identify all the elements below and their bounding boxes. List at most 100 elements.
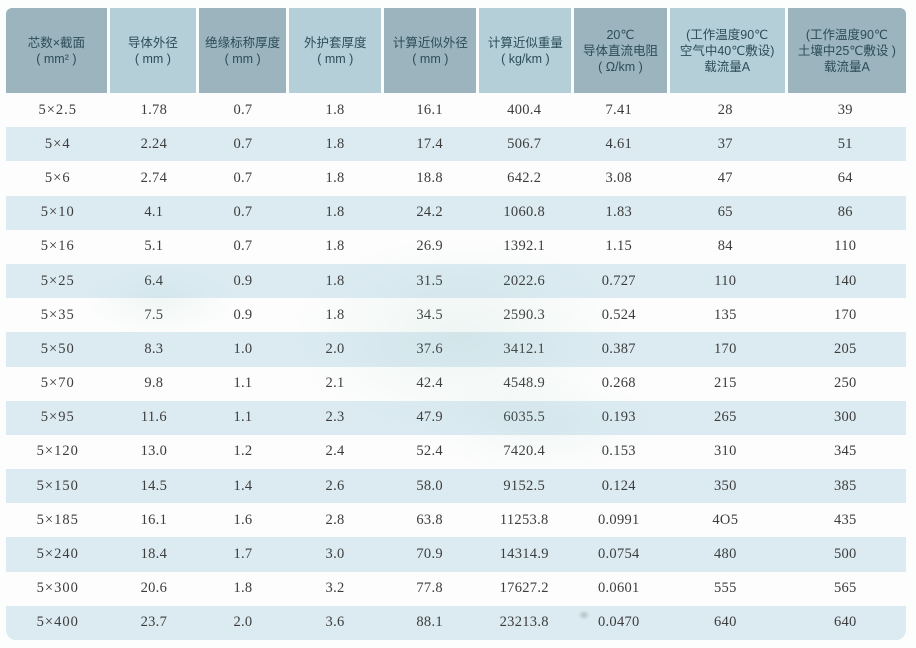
header-line: ( mm )	[134, 51, 171, 66]
cell-approx-weight: 11253.8	[499, 511, 549, 528]
cell-cores-section: 5×120	[36, 443, 79, 460]
cell-ampacity-air: 170	[713, 340, 737, 357]
cell-cores-section: 5×16	[40, 238, 75, 255]
cell-cores-section: 5×6	[44, 169, 71, 186]
table-row: 5×35 7.5 0.9 1.8 34.5 2590.3 0.524 135 170	[6, 298, 906, 333]
cell-ampacity-air: 480	[713, 546, 737, 563]
table-row: 5×2.5 1.78 0.7 1.8 16.1 400.4 7.41 28 39	[6, 93, 906, 128]
table-row: 5×70 9.8 1.1 2.1 42.4 4548.9 0.268 215 250	[6, 366, 906, 401]
cell-sheath-thickness: 1.8	[325, 272, 345, 289]
header-line: 土壤中25℃敷设 )	[797, 43, 896, 58]
col-header-approx-weight: 计算近似重量 ( kg/km )	[479, 8, 575, 93]
cell-insulation-thickness: 1.2	[233, 443, 253, 460]
cell-insulation-thickness: 1.7	[233, 546, 253, 563]
cell-dc-resistance-20c: 4.61	[605, 135, 633, 152]
cell-conductor-od: 5.1	[144, 238, 164, 255]
header-line: 绝缘标称厚度	[205, 35, 281, 50]
cell-dc-resistance-20c: 1.15	[605, 238, 633, 255]
cell-ampacity-soil: 39	[837, 101, 853, 118]
cell-ampacity-air: 135	[713, 306, 737, 323]
cell-sheath-thickness: 2.1	[325, 375, 345, 392]
cell-insulation-thickness: 0.7	[233, 101, 253, 118]
cell-approx-weight: 400.4	[507, 101, 542, 118]
table-row: 5×16 5.1 0.7 1.8 26.9 1392.1 1.15 84 110	[6, 229, 906, 264]
table-row: 5×150 14.5 1.4 2.6 58.0 9152.5 0.124 350 385	[6, 469, 906, 504]
cell-ampacity-soil: 500	[833, 546, 857, 563]
cell-sheath-thickness: 3.6	[325, 614, 345, 631]
cell-dc-resistance-20c: 7.41	[605, 101, 633, 118]
table-row: 5×4 2.24 0.7 1.8 17.4 506.7 4.61 37 51	[6, 127, 906, 162]
header-line: ( mm )	[412, 51, 449, 66]
header-line: ( mm )	[224, 51, 261, 66]
cell-ampacity-soil: 345	[833, 443, 857, 460]
col-header-approx-od: 计算近似外径 ( mm )	[384, 8, 480, 93]
cell-approx-od: 47.9	[416, 409, 443, 426]
cell-ampacity-air: 555	[713, 580, 737, 597]
cell-conductor-od: 2.74	[140, 169, 168, 186]
cell-sheath-thickness: 3.0	[325, 546, 345, 563]
cell-approx-od: 63.8	[416, 511, 443, 528]
cell-dc-resistance-20c: 0.268	[601, 375, 636, 392]
cell-insulation-thickness: 1.1	[233, 375, 253, 392]
col-header-dc-resistance: 20℃ 导体直流电阻 ( Ω/km )	[574, 8, 670, 93]
cell-conductor-od: 23.7	[140, 614, 168, 631]
cell-conductor-od: 11.6	[140, 409, 167, 426]
header-line: 载流量A	[824, 59, 870, 74]
cell-approx-od: 16.1	[416, 101, 443, 118]
cell-approx-od: 37.6	[416, 340, 443, 357]
cell-dc-resistance-20c: 0.0470	[597, 614, 640, 631]
cell-approx-weight: 1392.1	[503, 238, 546, 255]
cell-approx-weight: 23213.8	[499, 614, 549, 631]
cell-approx-od: 26.9	[416, 238, 443, 255]
cell-conductor-od: 7.5	[144, 306, 164, 323]
col-header-cores-section: 芯数×截面 ( mm² )	[6, 8, 110, 93]
cell-sheath-thickness: 3.2	[325, 580, 345, 597]
cell-approx-weight: 2022.6	[503, 272, 546, 289]
cell-dc-resistance-20c: 0.387	[601, 340, 636, 357]
cell-approx-weight: 14314.9	[499, 546, 549, 563]
header-line: ( mm² )	[36, 51, 77, 66]
cell-approx-weight: 4548.9	[503, 375, 546, 392]
cell-ampacity-soil: 435	[833, 511, 857, 528]
cell-ampacity-soil: 385	[833, 477, 857, 494]
cell-cores-section: 5×150	[36, 477, 79, 494]
cell-ampacity-air: 110	[714, 272, 737, 289]
header-line: 芯数×截面	[27, 35, 86, 50]
cell-approx-od: 24.2	[416, 204, 443, 221]
cell-ampacity-air: 215	[713, 375, 737, 392]
cell-dc-resistance-20c: 0.193	[601, 409, 636, 426]
cell-insulation-thickness: 0.7	[233, 238, 253, 255]
table-row: 5×300 20.6 1.8 3.2 77.8 17627.2 0.0601 555 565	[6, 571, 906, 606]
cell-ampacity-soil: 205	[833, 340, 857, 357]
cell-cores-section: 5×70	[40, 375, 75, 392]
table-header-row: 芯数×截面 ( mm² ) 导体外径 ( mm ) 绝缘标称厚度 ( mm ) …	[6, 8, 906, 93]
cell-conductor-od: 8.3	[144, 340, 164, 357]
cell-dc-resistance-20c: 0.124	[601, 477, 636, 494]
cell-cores-section: 5×4	[44, 135, 71, 152]
cell-dc-resistance-20c: 3.08	[605, 169, 633, 186]
cell-cores-section: 5×185	[36, 511, 79, 528]
cell-sheath-thickness: 2.8	[325, 511, 345, 528]
cell-conductor-od: 9.8	[144, 375, 164, 392]
cell-cores-section: 5×400	[36, 614, 79, 631]
cell-conductor-od: 1.78	[140, 101, 168, 118]
cell-cores-section: 5×50	[40, 340, 75, 357]
table-row: 5×50 8.3 1.0 2.0 37.6 3412.1 0.387 170 205	[6, 332, 906, 367]
cell-ampacity-air: 640	[713, 614, 737, 631]
cell-conductor-od: 14.5	[140, 477, 168, 494]
col-header-ampacity-air: (工作温度90℃ 空气中40℃敷设) 载流量A	[669, 8, 788, 93]
cell-approx-od: 88.1	[416, 614, 443, 631]
cell-conductor-od: 4.1	[144, 204, 164, 221]
header-line: 20℃	[606, 27, 635, 42]
cell-sheath-thickness: 1.8	[325, 238, 345, 255]
cell-ampacity-soil: 64	[837, 169, 853, 186]
cell-dc-resistance-20c: 0.524	[601, 306, 636, 323]
cell-insulation-thickness: 1.8	[233, 580, 253, 597]
cell-dc-resistance-20c: 0.0601	[597, 580, 640, 597]
cell-approx-weight: 642.2	[507, 169, 542, 186]
cell-sheath-thickness: 1.8	[325, 169, 345, 186]
cell-approx-od: 17.4	[416, 135, 443, 152]
cell-cores-section: 5×2.5	[38, 101, 78, 118]
table-row: 5×240 18.4 1.7 3.0 70.9 14314.9 0.0754 480 500	[6, 537, 906, 572]
table-row: 5×185 16.1 1.6 2.8 63.8 11253.8 0.0991 4O5 435	[6, 503, 906, 538]
